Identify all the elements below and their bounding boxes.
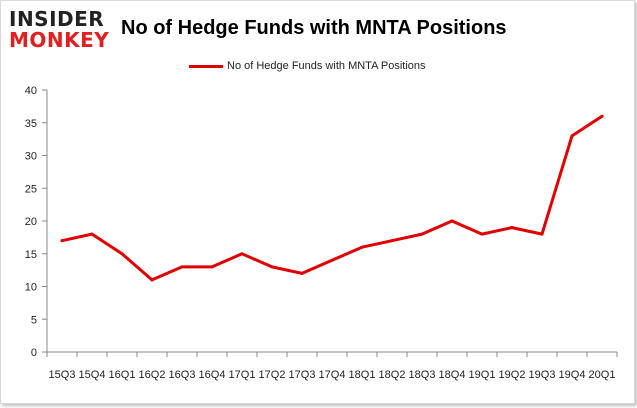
y-tick-label: 30 <box>25 151 37 163</box>
data-point <box>90 232 94 236</box>
y-tick-label: 15 <box>25 249 37 261</box>
data-point <box>150 278 154 282</box>
data-point <box>210 265 214 269</box>
x-tick-label: 17Q3 <box>289 369 316 381</box>
logo-line-insider: INSIDER <box>9 7 105 31</box>
data-point <box>180 265 184 269</box>
data-point <box>480 232 484 236</box>
logo-line-monkey: MONKEY <box>9 28 110 52</box>
data-point <box>390 239 394 243</box>
y-tick-label: 25 <box>25 183 37 195</box>
x-tick-label: 19Q1 <box>469 369 496 381</box>
series-line <box>60 114 604 282</box>
legend: No of Hedge Funds with MNTA Positions <box>189 58 426 74</box>
x-tick-label: 19Q3 <box>529 369 556 381</box>
data-point <box>600 114 604 118</box>
chart-title: No of Hedge Funds with MNTA Positions <box>121 17 507 39</box>
x-tick-label: 16Q3 <box>169 369 196 381</box>
x-tick-label: 20Q1 <box>589 369 616 381</box>
x-tick-label: 19Q4 <box>559 369 586 381</box>
x-tick-label: 18Q2 <box>379 369 406 381</box>
x-tick-label: 16Q2 <box>139 369 166 381</box>
x-tick-label: 16Q4 <box>199 369 226 381</box>
x-tick-label: 19Q2 <box>499 369 526 381</box>
data-point <box>450 219 454 223</box>
x-tick-label: 15Q3 <box>49 369 76 381</box>
x-tick-label: 15Q4 <box>79 369 106 381</box>
data-point <box>270 265 274 269</box>
y-tick-label: 5 <box>31 314 37 326</box>
data-point <box>120 252 124 256</box>
legend-label: No of Hedge Funds with MNTA Positions <box>227 60 426 72</box>
data-point <box>240 252 244 256</box>
data-point <box>510 226 514 230</box>
y-tick-label: 35 <box>25 118 37 130</box>
data-point <box>360 245 364 249</box>
x-tick-label: 18Q4 <box>439 369 466 381</box>
y-tick-label: 40 <box>25 85 37 97</box>
x-tick-label: 17Q2 <box>259 369 286 381</box>
x-tick-label: 18Q3 <box>409 369 436 381</box>
y-tick-label: 10 <box>25 282 37 294</box>
x-tick-label: 17Q4 <box>319 369 346 381</box>
data-point <box>330 258 334 262</box>
y-tick-label: 0 <box>31 347 37 359</box>
y-tick-label: 20 <box>25 216 37 228</box>
x-tick-label: 18Q1 <box>349 369 376 381</box>
insider-monkey-logo: INSIDER MONKEY <box>9 9 117 53</box>
data-point <box>540 232 544 236</box>
legend-swatch <box>189 64 223 68</box>
x-tick-label: 16Q1 <box>109 369 136 381</box>
data-point <box>570 134 574 138</box>
x-tick-label: 17Q1 <box>229 369 256 381</box>
data-point <box>420 232 424 236</box>
data-point <box>300 271 304 275</box>
data-point <box>60 239 64 243</box>
